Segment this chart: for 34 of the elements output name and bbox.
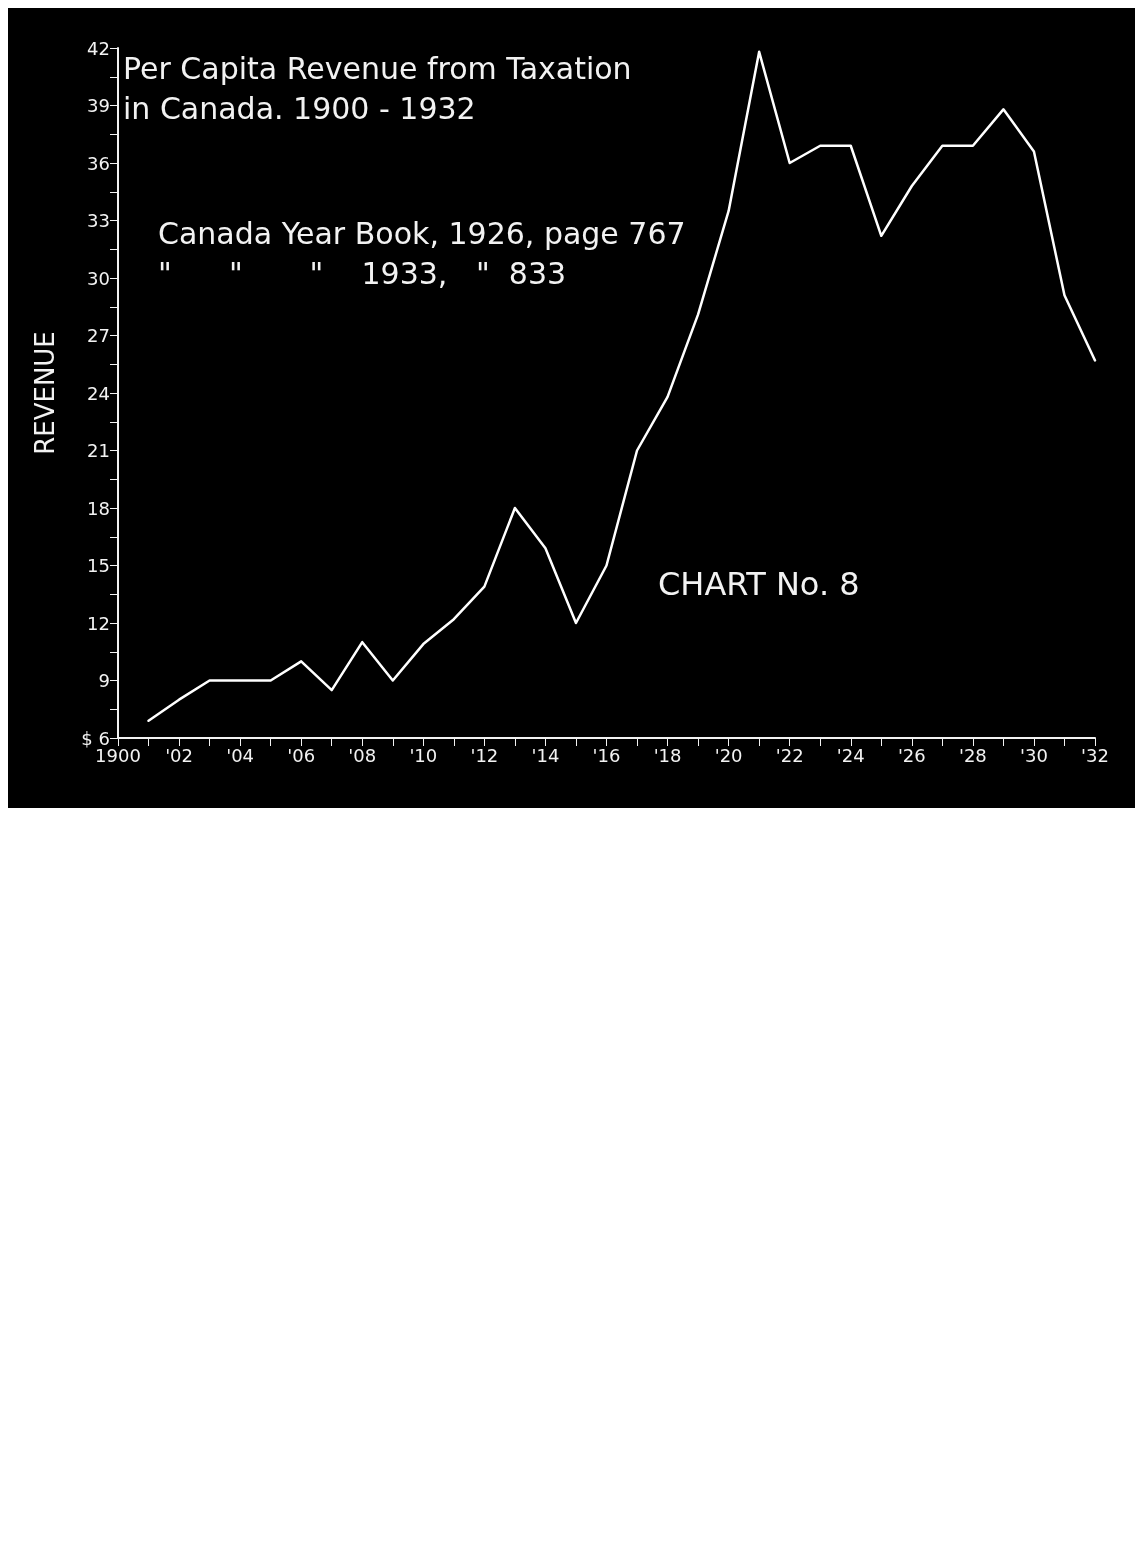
x-tick-label: '22: [775, 744, 804, 766]
y-tick-label: 30: [87, 267, 110, 289]
y-tick-label: 15: [87, 555, 110, 576]
x-tick-label: '32: [1081, 744, 1109, 766]
annotation: " " " 1933, " 833: [158, 255, 567, 291]
y-tick-label: 9: [98, 670, 110, 691]
y-tick-label: 18: [87, 497, 110, 519]
x-tick-label: '06: [287, 744, 316, 766]
x-tick-label: '02: [165, 744, 193, 766]
x-tick-label: '26: [897, 744, 926, 766]
y-tick-label: 36: [87, 152, 110, 174]
x-tick-label: '24: [836, 744, 865, 766]
x-tick-label: '18: [653, 744, 682, 766]
x-tick-label: '10: [409, 744, 438, 766]
annotation: Canada Year Book, 1926, page 767: [158, 215, 686, 251]
y-axis-title: REVENUE: [30, 331, 60, 455]
y-tick-label: 42: [87, 37, 110, 59]
x-tick-label: '04: [226, 744, 255, 766]
y-tick-label: 27: [87, 325, 110, 346]
x-tick-label: '28: [958, 744, 987, 766]
y-tick-label: 39: [87, 95, 110, 116]
y-tick-label: 21: [87, 440, 110, 461]
y-tick-label: 12: [87, 612, 110, 634]
x-tick-label: '20: [714, 744, 743, 766]
x-tick-label: '30: [1020, 744, 1048, 766]
x-tick-label: '16: [592, 744, 621, 766]
x-tick-label: '08: [348, 744, 377, 766]
chart-title: Per Capita Revenue from Taxation: [123, 50, 632, 86]
text: in Canada. 1900 - 1932: [123, 90, 476, 126]
y-tick-label: 24: [87, 382, 110, 404]
annotation: CHART No. 8: [658, 565, 860, 603]
x-tick-label: '14: [531, 744, 560, 766]
x-tick-label: '12: [470, 744, 499, 766]
y-tick-label: 33: [87, 210, 110, 231]
